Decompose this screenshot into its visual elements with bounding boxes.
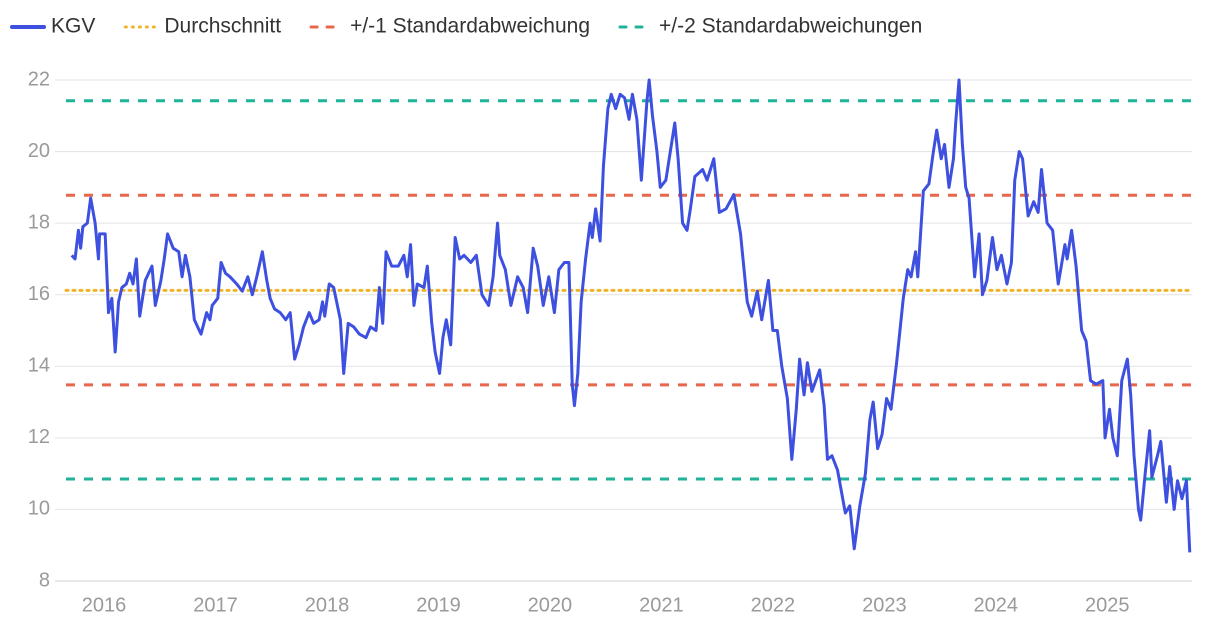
legend-label: KGV <box>51 15 95 38</box>
x-tick-label: 2017 <box>193 594 238 616</box>
y-tick-label: 20 <box>28 140 50 162</box>
x-tick-label: 2021 <box>639 594 684 616</box>
line-series <box>70 78 1192 553</box>
grid <box>55 79 1192 582</box>
y-tick-label: 12 <box>28 426 50 448</box>
reference-lines <box>64 99 1194 481</box>
y-tick-label: 8 <box>39 569 50 591</box>
x-tick-label: 2025 <box>1085 594 1130 616</box>
lines <box>70 78 1192 553</box>
x-tick-label: 2024 <box>974 594 1019 616</box>
legend-label: Durchschnitt <box>164 15 281 38</box>
y-tick-label: 18 <box>28 211 50 233</box>
legend-label: +/-2 Standardabweichungen <box>659 15 922 38</box>
y-tick-label: 16 <box>28 283 50 305</box>
legend: KGV Durchschnitt +/-1 Standardabweichung +/… <box>10 15 922 38</box>
y-tick-label: 22 <box>28 68 50 90</box>
x-tick-label: 2018 <box>305 594 350 616</box>
x-tick-label: 2023 <box>862 594 907 616</box>
y-tick-label: 10 <box>28 498 50 520</box>
x-tick-label: 2022 <box>751 594 796 616</box>
x-tick-label: 2016 <box>82 594 127 616</box>
legend-label: +/-1 Standardabweichung <box>350 15 590 38</box>
x-tick-label: 2019 <box>416 594 461 616</box>
y-tick-label: 14 <box>28 355 50 377</box>
x-tick-label: 2020 <box>528 594 573 616</box>
